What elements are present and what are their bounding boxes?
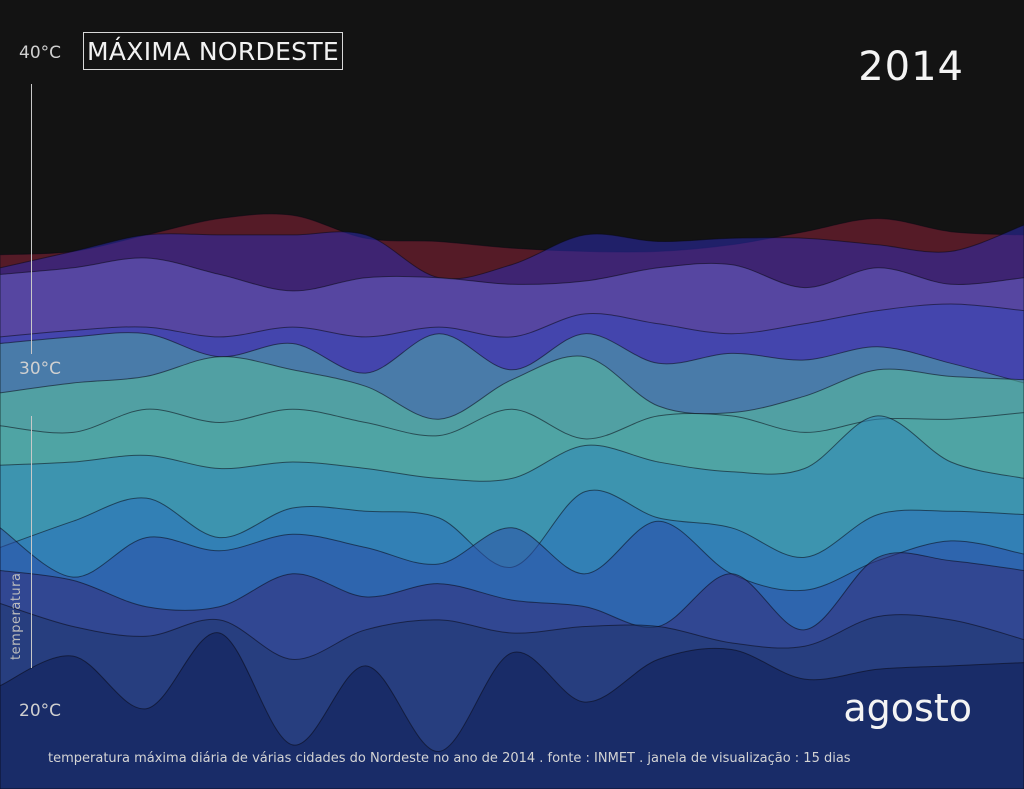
chart-title: MÁXIMA NORDESTE — [83, 32, 344, 70]
year-label: 2014 — [858, 44, 964, 90]
y-axis-label: temperatura — [9, 572, 24, 660]
chart-caption: temperatura máxima diária de várias cida… — [48, 751, 851, 766]
y-tick-30: 30°C — [19, 359, 62, 379]
y-axis-line-lower — [31, 416, 32, 668]
y-tick-40: 40°C — [19, 43, 62, 63]
y-tick-20: 20°C — [19, 701, 62, 721]
month-label: agosto — [843, 686, 972, 730]
series-area-13 — [0, 632, 1024, 789]
y-axis-line-upper — [31, 84, 32, 354]
